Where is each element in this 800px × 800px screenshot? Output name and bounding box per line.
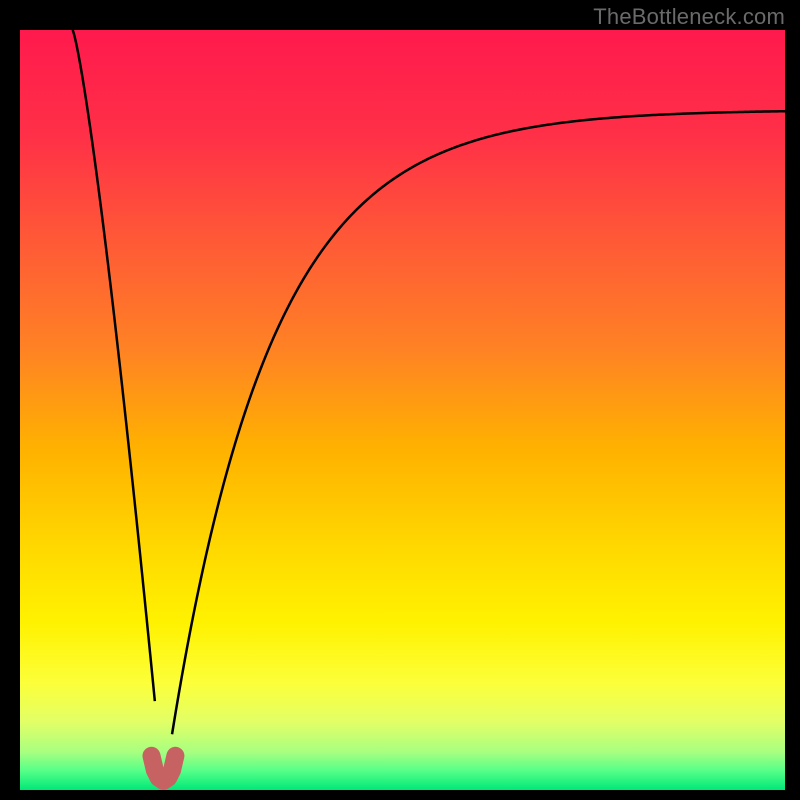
valley-marker (151, 756, 175, 781)
bottleneck-curve-right (172, 111, 785, 734)
chart-container: TheBottleneck.com (0, 0, 800, 800)
watermark-text: TheBottleneck.com (593, 4, 785, 30)
bottleneck-curve-left (73, 30, 155, 701)
curve-svg (20, 30, 785, 790)
plot-area (20, 30, 785, 790)
